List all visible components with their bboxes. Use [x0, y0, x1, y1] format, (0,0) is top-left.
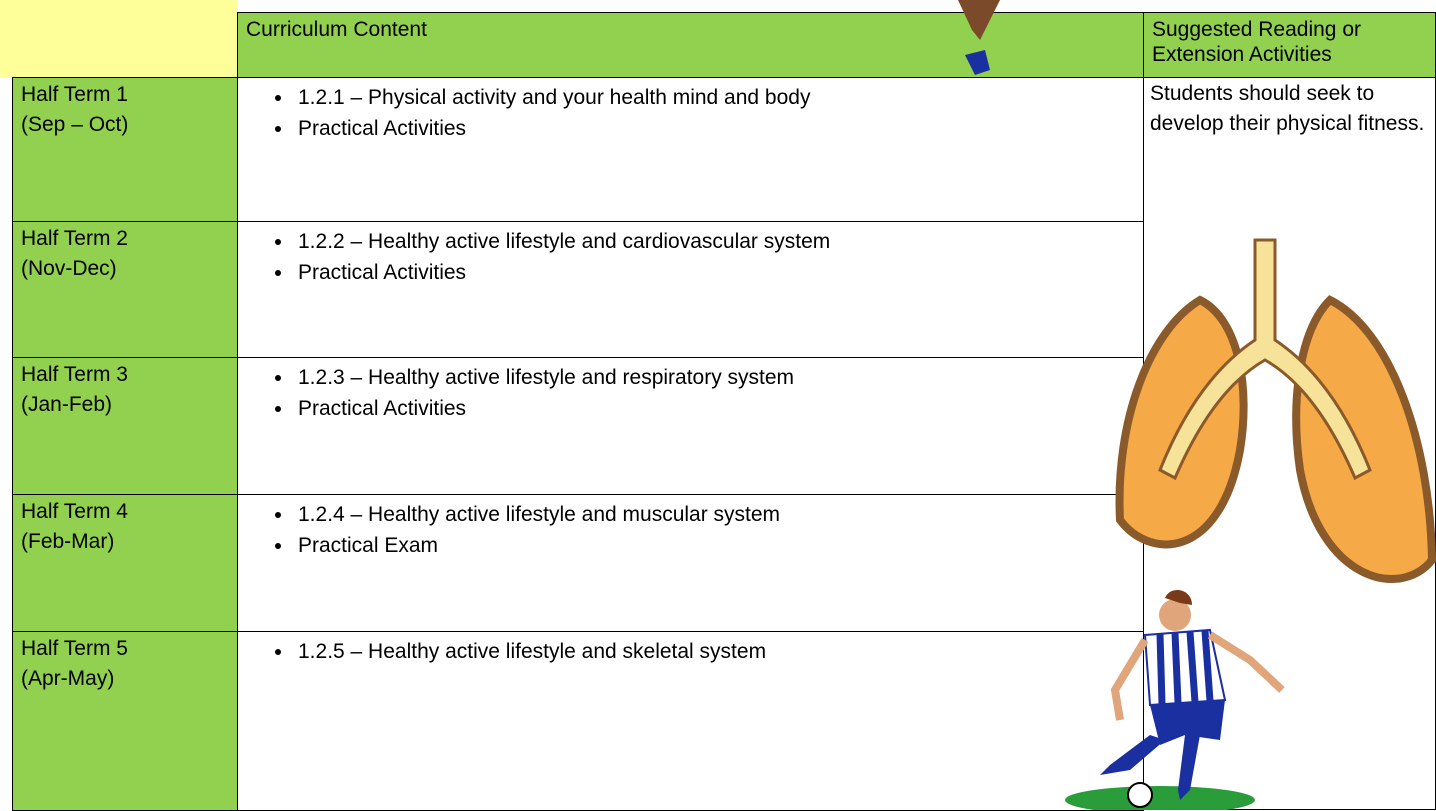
- item: 1.2.1 – Physical activity and your healt…: [294, 82, 1143, 113]
- term-cell: Half Term 4 (Feb-Mar): [12, 494, 238, 632]
- item: 1.2.5 – Healthy active lifestyle and ske…: [294, 636, 1143, 667]
- term-dates: (Jan-Feb): [21, 393, 113, 416]
- extension-text: Students should seek to develop their ph…: [1150, 82, 1425, 135]
- item-list: 1.2.2 – Healthy active lifestyle and car…: [238, 226, 1143, 288]
- item: 1.2.2 – Healthy active lifestyle and car…: [294, 226, 1143, 257]
- header-text: Suggested Reading or Extension Activitie…: [1152, 18, 1361, 66]
- term-name: Half Term 3: [21, 363, 128, 386]
- item-list: 1.2.4 – Healthy active lifestyle and mus…: [238, 499, 1143, 561]
- term-dates: (Feb-Mar): [21, 530, 115, 553]
- term-name: Half Term 1: [21, 83, 128, 106]
- header-text: Curriculum Content: [246, 18, 427, 41]
- item: 1.2.4 – Healthy active lifestyle and mus…: [294, 499, 1143, 530]
- item: Practical Activities: [294, 113, 1143, 144]
- footballer: [1065, 589, 1285, 810]
- item: 1.2.3 – Healthy active lifestyle and res…: [294, 362, 1143, 393]
- item: Practical Exam: [294, 530, 1143, 561]
- item: Practical Activities: [294, 393, 1143, 424]
- corner-fill: [0, 0, 237, 78]
- term-cell: Half Term 1 (Sep – Oct): [12, 77, 238, 222]
- term-name: Half Term 5: [21, 637, 128, 660]
- term-dates: (Nov-Dec): [21, 257, 117, 280]
- term-name: Half Term 4: [21, 500, 128, 523]
- term-cell: Half Term 5 (Apr-May): [12, 631, 238, 811]
- runner-legs: [958, 0, 1000, 75]
- lungs: [1115, 238, 1436, 583]
- term-name: Half Term 2: [21, 227, 128, 250]
- term-dates: (Sep – Oct): [21, 113, 129, 136]
- content-cell: 1.2.4 – Healthy active lifestyle and mus…: [237, 494, 1144, 632]
- item: Practical Activities: [294, 257, 1143, 288]
- item-list: 1.2.3 – Healthy active lifestyle and res…: [238, 362, 1143, 424]
- term-cell: Half Term 2 (Nov-Dec): [12, 221, 238, 358]
- header-cell: Curriculum Content: [237, 12, 1144, 78]
- item-list: 1.2.5 – Healthy active lifestyle and ske…: [238, 636, 1143, 667]
- term-dates: (Apr-May): [21, 667, 115, 690]
- item-list: 1.2.1 – Physical activity and your healt…: [238, 82, 1143, 144]
